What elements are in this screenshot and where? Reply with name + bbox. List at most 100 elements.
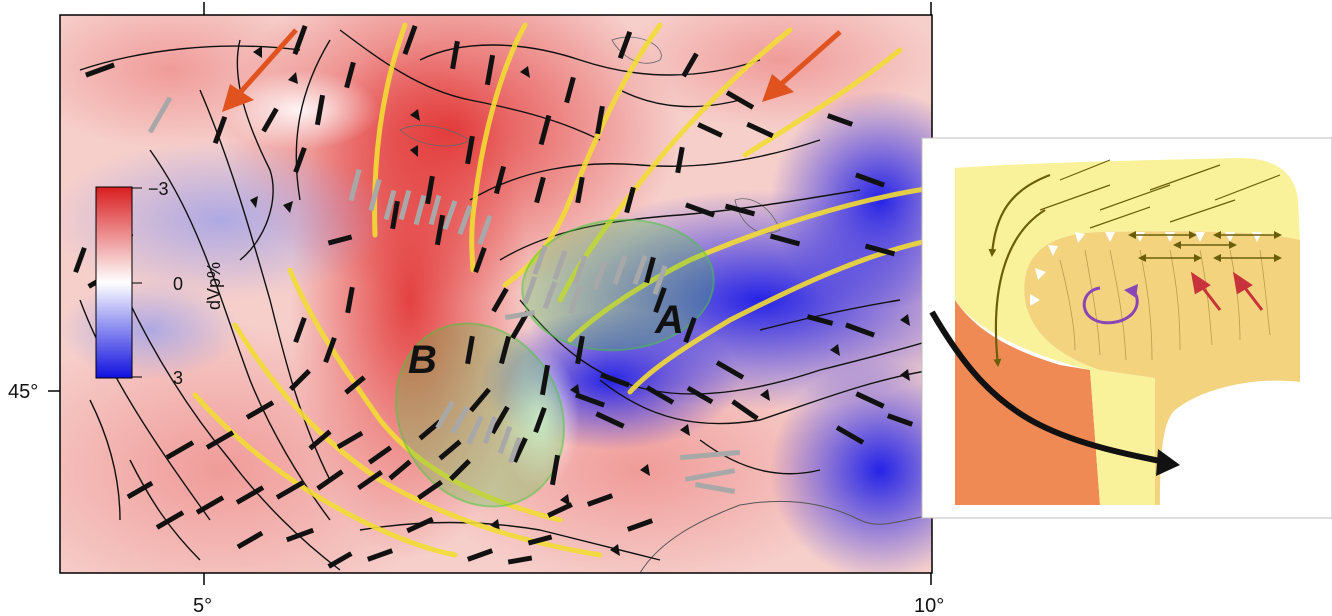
fast-axis-bar xyxy=(534,176,546,204)
fast-axis-bar xyxy=(538,114,552,146)
latitude-label: 45° xyxy=(8,381,38,403)
fast-axis-bar xyxy=(683,316,697,344)
fast-axis-bar xyxy=(344,375,366,395)
fast-axis-bar xyxy=(484,54,496,86)
fast-axis-bar xyxy=(575,392,605,408)
fast-axis-bar-grey xyxy=(428,194,442,226)
fast-axis-bar xyxy=(490,405,510,435)
fast-axis-bar xyxy=(746,121,774,139)
fast-axis-bar xyxy=(390,200,400,230)
fast-axis-bar-grey xyxy=(652,265,668,295)
fast-axis-bar xyxy=(644,256,656,284)
fast-axis-bar xyxy=(235,485,265,505)
fast-axis-bar xyxy=(449,459,471,481)
fast-axis-bar-grey xyxy=(348,168,362,202)
fast-axis-bar-grey xyxy=(435,400,455,430)
colorbar-tick-label: −3 xyxy=(148,179,169,199)
fast-axis-bar xyxy=(826,113,854,127)
fast-axis-bar-grey xyxy=(442,200,458,230)
fast-axis-bar xyxy=(731,399,759,421)
inset-rotation-arrow xyxy=(1082,284,1139,325)
fast-axis-bar xyxy=(73,246,87,274)
fast-axis-bar-grey xyxy=(612,255,628,285)
fast-axis-bar xyxy=(126,480,154,500)
inset-push-arrow-head xyxy=(1190,271,1211,295)
fast-axis-bar-grey xyxy=(482,415,498,445)
fast-axis-bar xyxy=(595,105,605,135)
fast-axis-bar-grey xyxy=(679,449,741,461)
fast-axis-bar xyxy=(417,479,443,501)
fast-axis-bar xyxy=(323,336,337,364)
fast-axis-bar xyxy=(289,369,311,391)
fast-axis-bar xyxy=(261,107,279,133)
fast-axis-bar xyxy=(539,364,551,396)
fast-axis-bar xyxy=(493,165,507,195)
fast-axis-bar xyxy=(549,454,561,486)
colorbar-tick-label: 3 xyxy=(173,368,183,388)
fast-axis-bar xyxy=(367,445,393,465)
fast-axis-bar xyxy=(575,176,585,204)
motion-arrow-head xyxy=(222,84,254,112)
fast-axis-bar-grey xyxy=(567,285,583,315)
fast-axis-bar xyxy=(345,286,355,314)
colorbar-tick-label: 0 xyxy=(173,274,183,294)
fast-axis-bar xyxy=(507,555,533,565)
fast-axis-bar xyxy=(617,30,633,60)
fast-axis-bar xyxy=(205,430,235,450)
fast-axis-bar xyxy=(308,429,332,451)
longitude-label: 10° xyxy=(914,595,944,616)
fast-axis-bar xyxy=(527,534,553,546)
fast-axis-bar xyxy=(406,516,434,534)
fast-axis-bar xyxy=(336,430,364,450)
fast-axis-bar xyxy=(595,411,625,429)
fast-axis-bar xyxy=(236,530,264,550)
fast-axis-bar-grey xyxy=(542,280,558,310)
fast-axis-bar-grey xyxy=(383,189,397,221)
motion-arrow-head xyxy=(762,74,794,102)
fast-axis-bar xyxy=(450,40,460,70)
inset-slab-yellow xyxy=(955,158,1300,505)
fast-axis-bar xyxy=(316,469,344,491)
fast-axis-bar xyxy=(715,360,745,380)
fast-axis-bar xyxy=(425,175,435,205)
fast-axis-bar xyxy=(725,90,755,110)
fast-axis-bar xyxy=(547,502,573,518)
fast-axis-bar xyxy=(624,186,636,214)
fast-axis-bar-grey xyxy=(398,189,412,221)
inset-mantle-wedge xyxy=(1024,231,1300,506)
fast-axis-bar-grey xyxy=(508,436,522,464)
motion-arrow xyxy=(236,28,298,97)
motion-arrow xyxy=(778,30,842,87)
longitude-label: 5° xyxy=(193,595,212,616)
fast-axis-bar-grey xyxy=(694,482,736,494)
inset-slab-arrow xyxy=(929,310,1166,465)
zone-A: A xyxy=(521,218,715,352)
fast-axis-bar xyxy=(465,335,475,365)
fast-axis-bar xyxy=(586,493,614,507)
tomography-map: A B xyxy=(60,15,932,573)
fast-axis-bar xyxy=(357,469,383,491)
fast-axis-bar xyxy=(473,246,487,274)
fast-axis-bar-grey xyxy=(497,425,513,455)
fast-axis-bar-grey xyxy=(552,250,568,280)
fast-axis-bar-grey xyxy=(632,255,648,285)
inset-push-arrow-head xyxy=(1232,271,1253,295)
inset-slab-orange xyxy=(955,300,1100,505)
fast-axis-bar xyxy=(681,52,699,78)
fast-axis-bar xyxy=(366,548,394,562)
fast-axis-bar xyxy=(686,385,714,405)
fast-axis-bar xyxy=(344,61,356,89)
fast-axis-bar xyxy=(685,202,715,218)
fast-axis-bar-grey xyxy=(147,96,173,134)
fast-axis-bar-grey xyxy=(466,415,484,445)
fast-axis-bar xyxy=(469,387,491,413)
fast-axis-bar xyxy=(855,172,885,188)
fast-axis-bar xyxy=(491,287,509,313)
fast-axis-bar-grey xyxy=(450,405,470,435)
fast-axis-bar xyxy=(245,400,275,420)
fast-axis-bar xyxy=(292,25,308,55)
colorbar: −3 0 3 dVp% xyxy=(95,179,224,388)
inset-slab-arrow-head xyxy=(1156,449,1180,476)
thrust-teeth xyxy=(250,46,910,556)
